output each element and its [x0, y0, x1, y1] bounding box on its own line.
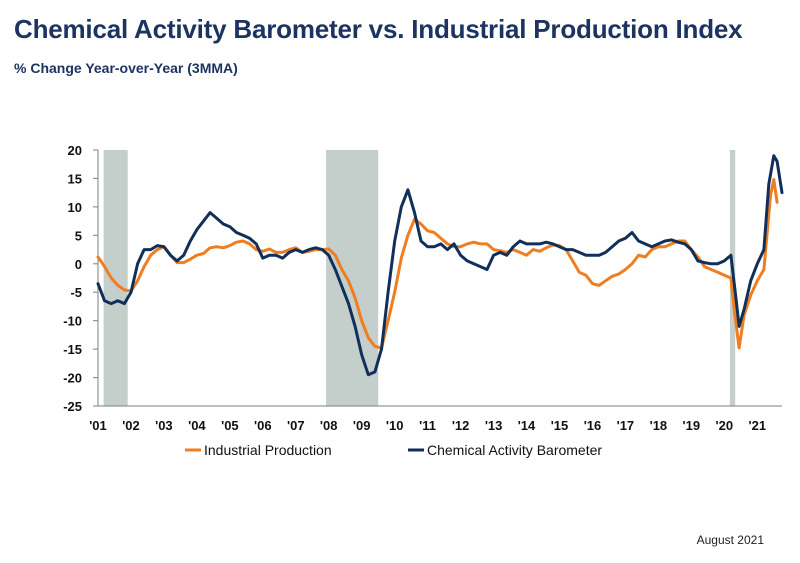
date-footer: August 2021 — [696, 533, 764, 547]
recession-band — [103, 150, 128, 406]
x-tick-label: '15 — [551, 418, 569, 433]
y-tick-label: 15 — [68, 171, 82, 186]
x-tick-label: '12 — [452, 418, 470, 433]
y-tick-label: -10 — [63, 314, 82, 329]
y-tick-label: -25 — [63, 399, 82, 414]
y-tick-label: -20 — [63, 371, 82, 386]
y-tick-label: 5 — [75, 228, 82, 243]
x-tick-label: '03 — [155, 418, 173, 433]
y-tick-label: 20 — [68, 143, 82, 158]
legend: Industrial Production Chemical Activity B… — [185, 442, 602, 458]
legend-label: Industrial Production — [204, 442, 332, 458]
x-tick-labels: '01 '02 '03 '04 '05 '06 '07 '08 '09 '10 '11 '12 '13 '… — [89, 418, 766, 433]
series-line-industrial-production — [96, 178, 779, 350]
x-tick-label: '05 — [221, 418, 239, 433]
x-tick-label: '13 — [485, 418, 503, 433]
x-tick-label: '06 — [254, 418, 272, 433]
recession-bands — [103, 150, 736, 406]
x-tick-label: '20 — [716, 418, 734, 433]
x-tick-label: '19 — [683, 418, 701, 433]
x-tick-label: '17 — [617, 418, 635, 433]
y-tick-label: -15 — [63, 342, 82, 357]
chart-subtitle: % Change Year-over-Year (3MMA) — [14, 60, 238, 76]
y-tick-label: 10 — [68, 200, 82, 215]
chart-title: Chemical Activity Barometer vs. Industri… — [14, 14, 743, 44]
y-tick-label: 0 — [75, 257, 82, 272]
x-tick-label: '14 — [518, 418, 536, 433]
x-tick-label: '08 — [320, 418, 338, 433]
x-tick-label: '10 — [386, 418, 404, 433]
x-tick-label: '16 — [584, 418, 602, 433]
recession-band — [326, 150, 379, 406]
axes — [97, 150, 782, 407]
x-tick-label: '01 — [89, 418, 107, 433]
series-line-chemical-activity-barometer — [96, 154, 784, 377]
legend-label: Chemical Activity Barometer — [427, 442, 602, 458]
y-tick-labels: 20 15 10 5 0 -5 -10 -15 -20 -25 — [63, 143, 98, 414]
x-tick-label: '07 — [287, 418, 305, 433]
y-tick-label: -5 — [70, 285, 82, 300]
x-tick-label: '09 — [353, 418, 371, 433]
x-tick-label: '18 — [650, 418, 668, 433]
x-tick-label: '02 — [122, 418, 140, 433]
x-tick-label: '04 — [188, 418, 206, 433]
series-lines — [96, 154, 784, 377]
x-tick-label: '11 — [419, 418, 436, 433]
x-tick-label: '21 — [749, 418, 767, 433]
